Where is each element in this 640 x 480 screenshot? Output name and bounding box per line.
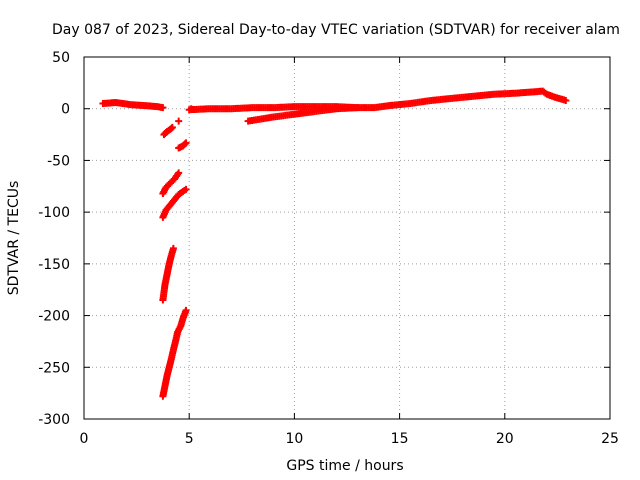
x-tick-label: 10 — [285, 431, 303, 447]
data-point — [175, 169, 183, 177]
y-tick-label: -200 — [38, 309, 70, 325]
data-point — [159, 104, 167, 112]
x-tick-label: 20 — [496, 431, 514, 447]
axis-ticks — [83, 56, 611, 420]
plot-area — [83, 56, 611, 420]
y-tick-label: -250 — [38, 360, 70, 376]
y-axis-title: SDTVAR / TECUs — [6, 181, 22, 296]
plot-frame — [83, 56, 611, 420]
x-axis-title: GPS time / hours — [286, 458, 403, 474]
data-point — [169, 244, 177, 252]
data-point — [182, 185, 190, 193]
data-point — [562, 96, 570, 104]
x-tick-label: 15 — [391, 431, 409, 447]
data-point — [182, 139, 190, 147]
data-point — [354, 104, 362, 112]
chart-title: Day 087 of 2023, Sidereal Day-to-day VTE… — [52, 22, 620, 38]
data-point — [181, 140, 189, 148]
y-tick-label: -150 — [38, 257, 70, 273]
x-tick-label: 5 — [185, 431, 194, 447]
y-tick-label: -300 — [38, 412, 70, 428]
y-tick-label: -100 — [38, 205, 70, 221]
y-tick-label: 0 — [61, 102, 70, 118]
x-tick-label: 0 — [80, 431, 89, 447]
data-points — [99, 87, 570, 400]
y-tick-label: 50 — [52, 50, 70, 66]
y-tick-label: -50 — [47, 153, 70, 169]
x-tick-label: 25 — [601, 431, 619, 447]
data-point — [182, 306, 190, 314]
data-point — [167, 124, 175, 132]
tick-labels: 0 5 10 15 20 25 -300 -250 -200 -150 -100 -50 0 50 — [38, 50, 619, 447]
data-point — [168, 123, 176, 131]
data-point — [187, 105, 195, 113]
data-point — [175, 117, 183, 125]
